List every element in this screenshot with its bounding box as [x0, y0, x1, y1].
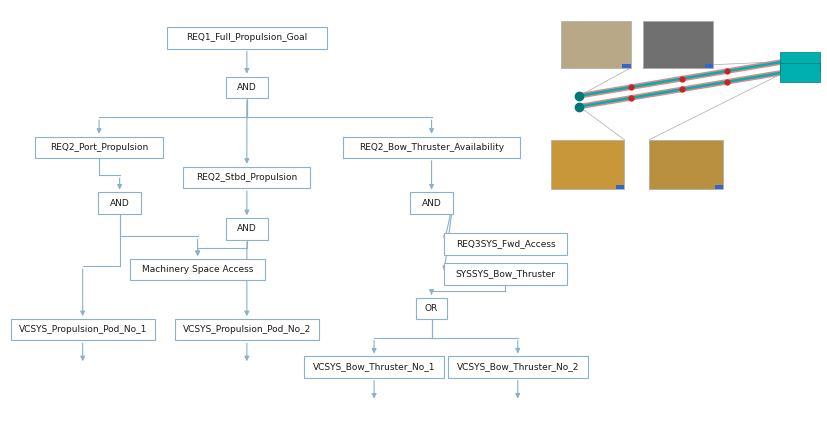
FancyBboxPatch shape — [448, 356, 587, 378]
Text: VCSYS_Propulsion_Pod_No_1: VCSYS_Propulsion_Pod_No_1 — [18, 325, 147, 334]
Text: SYSSYS_Bow_Thruster: SYSSYS_Bow_Thruster — [456, 270, 556, 279]
Text: VCSYS_Bow_Thruster_No_1: VCSYS_Bow_Thruster_No_1 — [313, 362, 435, 372]
Text: Machinery Space Access: Machinery Space Access — [142, 265, 253, 274]
Text: VCSYS_Bow_Thruster_No_2: VCSYS_Bow_Thruster_No_2 — [457, 362, 579, 372]
Text: OR: OR — [425, 304, 438, 313]
Bar — [616, 185, 624, 189]
Bar — [623, 64, 631, 68]
FancyBboxPatch shape — [184, 167, 310, 188]
Text: AND: AND — [237, 83, 256, 92]
Text: REQ2_Bow_Thruster_Availability: REQ2_Bow_Thruster_Availability — [359, 143, 504, 152]
Text: REQ3SYS_Fwd_Access: REQ3SYS_Fwd_Access — [456, 239, 555, 248]
FancyBboxPatch shape — [130, 259, 265, 280]
Bar — [781, 63, 820, 82]
FancyBboxPatch shape — [98, 192, 141, 214]
Text: REQ2_Stbd_Propulsion: REQ2_Stbd_Propulsion — [196, 173, 298, 182]
FancyBboxPatch shape — [551, 140, 624, 189]
FancyBboxPatch shape — [11, 319, 155, 340]
FancyBboxPatch shape — [643, 21, 713, 68]
FancyBboxPatch shape — [343, 137, 520, 158]
Bar — [715, 185, 723, 189]
FancyBboxPatch shape — [226, 218, 268, 240]
FancyBboxPatch shape — [36, 137, 163, 158]
FancyBboxPatch shape — [167, 27, 327, 49]
Text: AND: AND — [237, 224, 256, 233]
FancyBboxPatch shape — [649, 140, 723, 189]
Text: REQ2_Port_Propulsion: REQ2_Port_Propulsion — [50, 143, 148, 152]
FancyBboxPatch shape — [444, 233, 567, 254]
Text: AND: AND — [110, 199, 130, 208]
FancyBboxPatch shape — [416, 298, 447, 319]
Bar — [781, 52, 820, 71]
FancyBboxPatch shape — [175, 319, 318, 340]
FancyBboxPatch shape — [226, 76, 268, 98]
FancyBboxPatch shape — [444, 263, 567, 285]
FancyBboxPatch shape — [304, 356, 444, 378]
FancyBboxPatch shape — [561, 21, 631, 68]
Text: AND: AND — [422, 199, 442, 208]
Bar — [705, 64, 713, 68]
Text: REQ1_Full_Propulsion_Goal: REQ1_Full_Propulsion_Goal — [186, 33, 308, 42]
FancyBboxPatch shape — [410, 192, 453, 214]
Text: VCSYS_Propulsion_Pod_No_2: VCSYS_Propulsion_Pod_No_2 — [183, 325, 311, 334]
